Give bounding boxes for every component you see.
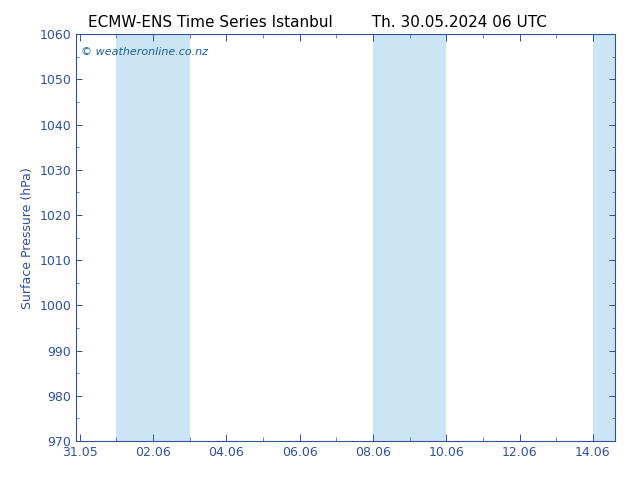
Text: ECMW-ENS Time Series Istanbul        Th. 30.05.2024 06 UTC: ECMW-ENS Time Series Istanbul Th. 30.05.… <box>87 15 547 30</box>
Text: © weatheronline.co.nz: © weatheronline.co.nz <box>81 47 209 56</box>
Bar <box>593 34 615 441</box>
Bar <box>117 34 190 441</box>
Bar <box>373 34 446 441</box>
Y-axis label: Surface Pressure (hPa): Surface Pressure (hPa) <box>21 167 34 309</box>
